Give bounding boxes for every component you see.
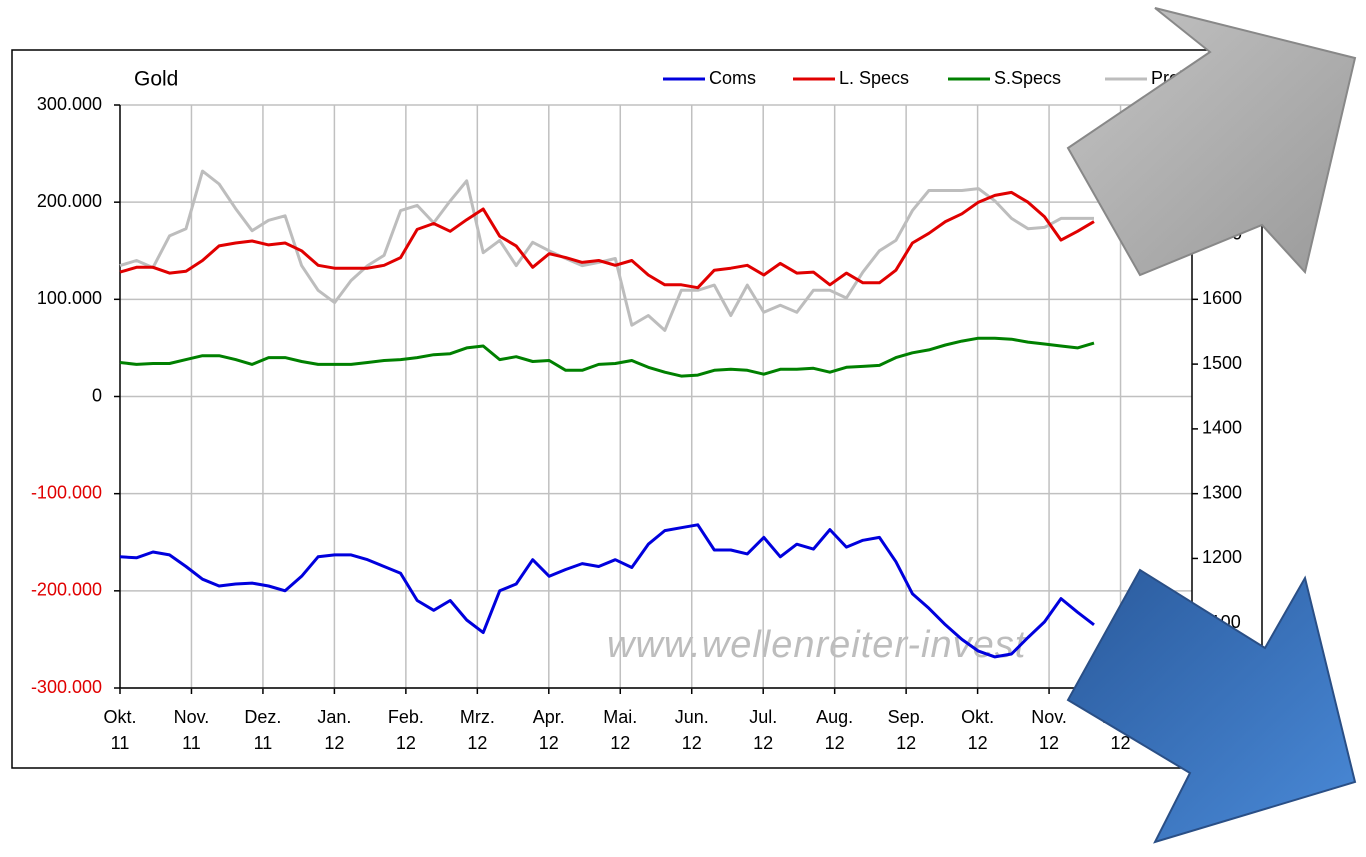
y2-tick-label: 1300 [1202, 482, 1242, 502]
x-tick-label: 12 [682, 733, 702, 753]
watermark: www.wellenreiter-invest [607, 624, 1027, 666]
x-tick-label: Jul. [749, 707, 777, 727]
y-tick-label: 300.000 [37, 94, 102, 114]
series-line [119, 169, 1094, 332]
down-arrow [1066, 568, 1357, 844]
plot: Okt. 11 Nov. 11 Dez. 11 Jan. 12 Feb. 12 Mrz. 12 Apr.… [31, 94, 1242, 753]
series-line [119, 523, 1095, 659]
x-tick-label: 12 [896, 733, 916, 753]
x-tick-label: Mrz. [460, 707, 495, 727]
x-tick-label: 12 [610, 733, 630, 753]
y2-tick-label: 1400 [1202, 418, 1242, 438]
x-tick-label: Jan. [317, 707, 351, 727]
x-tick-label: Feb. [388, 707, 424, 727]
x-tick-label: Okt. [103, 707, 136, 727]
y-tick-label: 100.000 [37, 288, 102, 308]
x-tick-label: 11 [182, 733, 201, 753]
chart-title: Gold [134, 68, 178, 91]
y2-tick-label: 1500 [1202, 353, 1242, 373]
x-tick-label: 12 [467, 733, 487, 753]
x-tick-label: 12 [825, 733, 845, 753]
x-tick-label: 12 [1111, 733, 1131, 753]
y-tick-label: 200.000 [37, 191, 102, 211]
y-tick-label: -200.000 [31, 580, 102, 600]
y-tick-label: 0 [92, 385, 102, 405]
x-tick-label: 12 [539, 733, 559, 753]
x-tick-label: 12 [968, 733, 988, 753]
x-tick-label: Nov. [174, 707, 210, 727]
y-tick-label: -300.000 [31, 677, 102, 697]
lines [119, 169, 1095, 659]
x-tick-label: Mai. [603, 707, 637, 727]
x-tick-label: 11 [254, 733, 273, 753]
series-line [119, 336, 1095, 378]
x-tick-label: Sep. [888, 707, 925, 727]
x-tick-label: 12 [1039, 733, 1059, 753]
legend-label: Coms [709, 68, 756, 88]
x-tick-label: 11 [111, 733, 130, 753]
up-arrow [1066, 7, 1357, 277]
x-tick-label: Jun. [675, 707, 709, 727]
x-tick-label: Dez. [244, 707, 281, 727]
x-tick-label: Aug. [816, 707, 853, 727]
x-tick-label: 12 [396, 733, 416, 753]
x-tick-label: 12 [753, 733, 773, 753]
x-tick-label: Nov. [1031, 707, 1067, 727]
series-line [119, 190, 1095, 290]
x-tick-label: Apr. [533, 707, 565, 727]
y-tick-label: -100.000 [31, 482, 102, 502]
x-tick-label: 12 [324, 733, 344, 753]
y2-tick-label: 1200 [1202, 547, 1242, 567]
x-tick-label: Okt. [961, 707, 994, 727]
legend-label: S.Specs [994, 68, 1061, 88]
y2-tick-label: 1600 [1202, 288, 1242, 308]
chart-frame [11, 49, 1263, 769]
legend-label: L. Specs [839, 68, 909, 88]
